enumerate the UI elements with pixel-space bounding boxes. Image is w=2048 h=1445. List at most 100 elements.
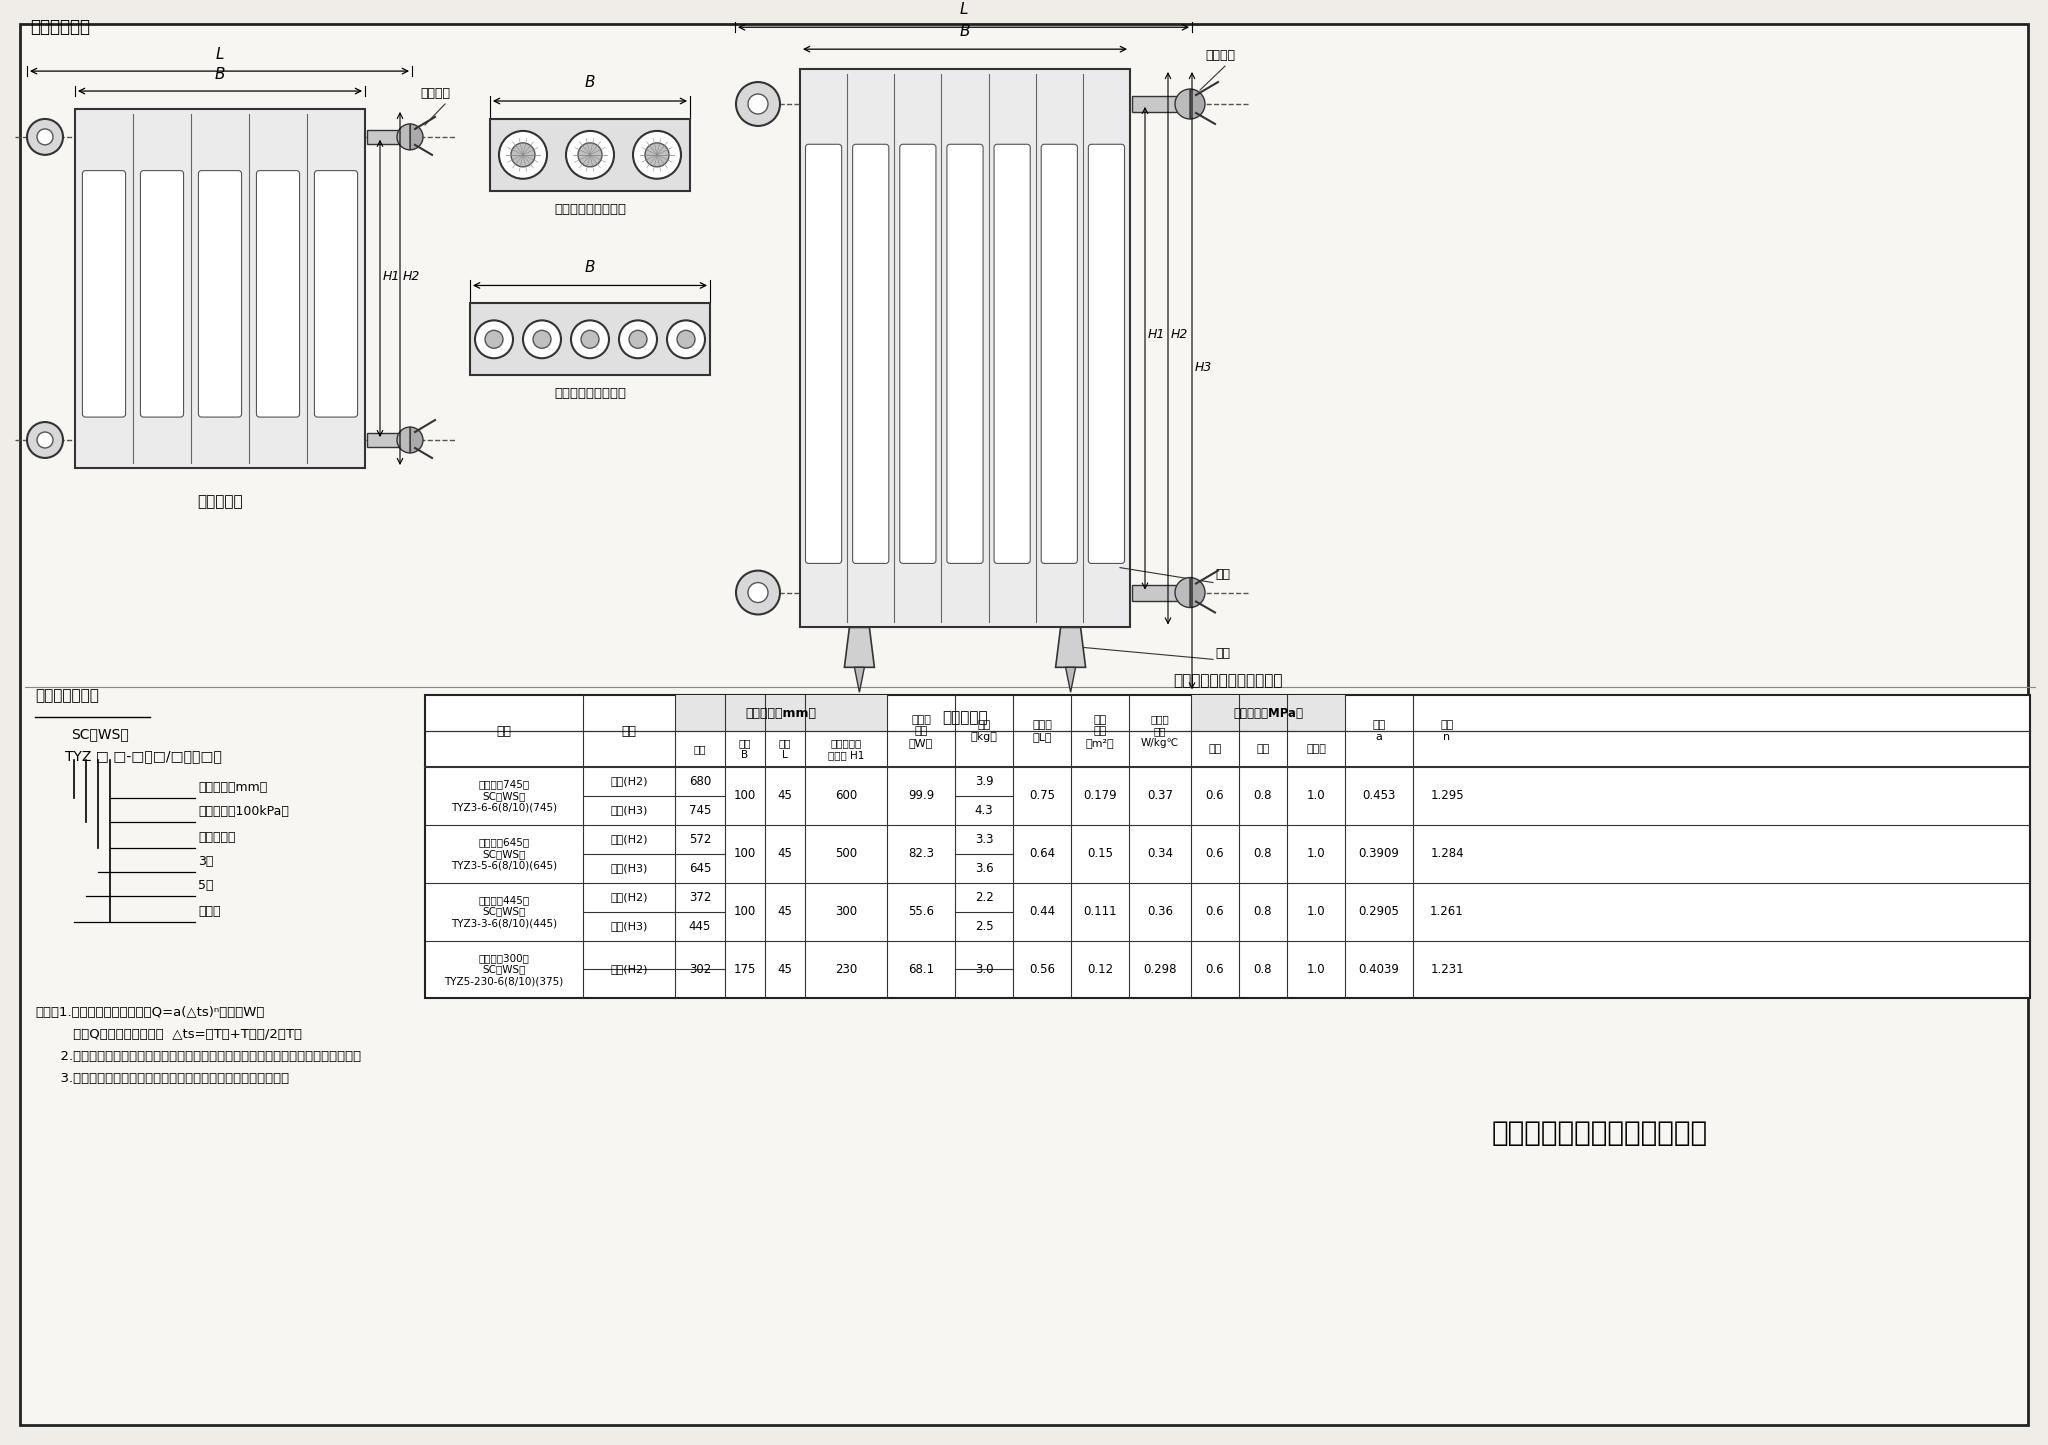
Text: 圆管五柱型: 圆管五柱型 — [197, 494, 244, 509]
Wedge shape — [1176, 578, 1190, 607]
Text: 45: 45 — [778, 905, 793, 918]
Text: H3: H3 — [1194, 361, 1212, 374]
Bar — [469, 303, 711, 376]
Text: 宽度
B: 宽度 B — [739, 738, 752, 760]
Bar — [367, 434, 410, 447]
Text: 说明：1.单片非标准工况散热量Q=a(△ts)ⁿ，单位W。: 说明：1.单片非标准工况散热量Q=a(△ts)ⁿ，单位W。 — [35, 1006, 264, 1019]
Text: 散热器型号标记: 散热器型号标记 — [35, 688, 98, 704]
Text: 680: 680 — [688, 775, 711, 788]
Text: 长度
L: 长度 L — [778, 738, 791, 760]
Text: B: B — [586, 260, 596, 275]
Text: 645: 645 — [688, 861, 711, 874]
Text: 0.8: 0.8 — [1253, 962, 1272, 975]
Wedge shape — [410, 124, 424, 150]
Text: 足片: 足片 — [1214, 647, 1231, 660]
Text: 中片(H2): 中片(H2) — [610, 776, 647, 786]
Circle shape — [500, 131, 547, 179]
Text: 圆管三柱645型
SC（WS）
TYZ3-5-6(8/10)(645): 圆管三柱645型 SC（WS） TYZ3-5-6(8/10)(645) — [451, 837, 557, 870]
Text: 100: 100 — [733, 847, 756, 860]
Text: 标准散
热量
（W）: 标准散 热量 （W） — [909, 714, 934, 747]
Text: TYZ □ □-□（□/□）（□）: TYZ □ □-□（□/□）（□） — [66, 749, 221, 763]
Text: 式中Q：计算的散热量；  △ts=（T进+T出）/2－T室: 式中Q：计算的散热量； △ts=（T进+T出）/2－T室 — [35, 1029, 301, 1042]
Text: 0.75: 0.75 — [1028, 789, 1055, 802]
Bar — [76, 108, 365, 468]
Text: 圆管三柱445型
SC（WS）
TYZ3-3-6(8/10)(445): 圆管三柱445型 SC（WS） TYZ3-3-6(8/10)(445) — [451, 894, 557, 928]
Circle shape — [735, 82, 780, 126]
Text: 足片高度（mm）: 足片高度（mm） — [199, 780, 266, 793]
Circle shape — [582, 331, 598, 348]
Polygon shape — [1055, 627, 1085, 668]
Text: 5柱: 5柱 — [199, 879, 213, 892]
Text: 100: 100 — [733, 905, 756, 918]
Text: 0.12: 0.12 — [1087, 962, 1112, 975]
Text: 相关技术资料: 相关技术资料 — [31, 19, 90, 36]
Bar — [676, 695, 887, 731]
Text: 圆管三柱型结构剖面: 圆管三柱型结构剖面 — [555, 202, 627, 215]
Text: 1.284: 1.284 — [1430, 847, 1464, 860]
Text: 230: 230 — [836, 962, 858, 975]
Bar — [1133, 95, 1190, 111]
Circle shape — [512, 143, 535, 166]
Text: 0.8: 0.8 — [1253, 789, 1272, 802]
Text: 规格: 规格 — [621, 724, 637, 737]
FancyBboxPatch shape — [852, 144, 889, 564]
Text: 82.3: 82.3 — [907, 847, 934, 860]
Text: 圆管五柱300型
SC（WS）
TYZ5-230-6(8/10)(375): 圆管五柱300型 SC（WS） TYZ5-230-6(8/10)(375) — [444, 952, 563, 985]
Text: L: L — [958, 3, 969, 17]
Text: 0.4039: 0.4039 — [1358, 962, 1399, 975]
Text: 68.1: 68.1 — [907, 962, 934, 975]
Circle shape — [522, 321, 561, 358]
Text: 中片(H2): 中片(H2) — [610, 964, 647, 974]
Text: 0.6: 0.6 — [1206, 962, 1225, 975]
Circle shape — [27, 422, 63, 458]
Text: 1.0: 1.0 — [1307, 847, 1325, 860]
Wedge shape — [410, 428, 424, 452]
FancyBboxPatch shape — [256, 171, 299, 418]
Text: 圆管三柱745型
SC（WS）
TYZ3-6-6(8/10)(745): 圆管三柱745型 SC（WS） TYZ3-6-6(8/10)(745) — [451, 779, 557, 812]
Text: 0.15: 0.15 — [1087, 847, 1112, 860]
Text: 中片: 中片 — [1214, 568, 1231, 581]
Text: 0.8: 0.8 — [1253, 847, 1272, 860]
Wedge shape — [397, 428, 410, 452]
Circle shape — [37, 129, 53, 144]
Text: 0.6: 0.6 — [1206, 847, 1225, 860]
Text: 足片(H3): 足片(H3) — [610, 920, 647, 931]
Text: H2: H2 — [403, 270, 420, 283]
FancyBboxPatch shape — [899, 144, 936, 564]
Circle shape — [565, 131, 614, 179]
Text: B: B — [961, 25, 971, 39]
Text: H1: H1 — [1149, 328, 1165, 341]
Text: 0.34: 0.34 — [1147, 847, 1174, 860]
Text: 圆管型: 圆管型 — [199, 905, 221, 918]
Text: 圆管五柱型结构剖面: 圆管五柱型结构剖面 — [555, 387, 627, 400]
Text: 45: 45 — [778, 789, 793, 802]
Polygon shape — [854, 668, 864, 692]
Circle shape — [633, 131, 682, 179]
Wedge shape — [1176, 90, 1190, 118]
Text: 同侧进出口
中心距 H1: 同侧进出口 中心距 H1 — [827, 738, 864, 760]
Wedge shape — [1190, 90, 1204, 118]
Text: 3.本页根据河北圣春散热器股份有限公司提供的技术资料编制。: 3.本页根据河北圣春散热器股份有限公司提供的技术资料编制。 — [35, 1072, 289, 1085]
Text: 0.56: 0.56 — [1028, 962, 1055, 975]
Circle shape — [645, 143, 670, 166]
Text: 745: 745 — [688, 803, 711, 816]
FancyBboxPatch shape — [1040, 144, 1077, 564]
FancyBboxPatch shape — [199, 171, 242, 418]
Text: 工作压力（MPa）: 工作压力（MPa） — [1233, 707, 1303, 720]
Text: 1.261: 1.261 — [1430, 905, 1464, 918]
Text: 0.6: 0.6 — [1206, 905, 1225, 918]
Text: 99.9: 99.9 — [907, 789, 934, 802]
Text: 0.453: 0.453 — [1362, 789, 1395, 802]
Text: 普通: 普通 — [1208, 744, 1221, 754]
Text: 100: 100 — [733, 789, 756, 802]
Text: 足片(H3): 足片(H3) — [610, 805, 647, 815]
Bar — [489, 118, 690, 191]
Text: 散热器技术性能表（单片）: 散热器技术性能表（单片） — [1174, 673, 1282, 688]
Text: 600: 600 — [836, 789, 858, 802]
Text: 0.36: 0.36 — [1147, 905, 1174, 918]
Circle shape — [668, 321, 705, 358]
Text: 主要尺寸（mm）: 主要尺寸（mm） — [745, 707, 817, 720]
FancyBboxPatch shape — [141, 171, 184, 418]
Bar — [367, 130, 410, 144]
Circle shape — [618, 321, 657, 358]
